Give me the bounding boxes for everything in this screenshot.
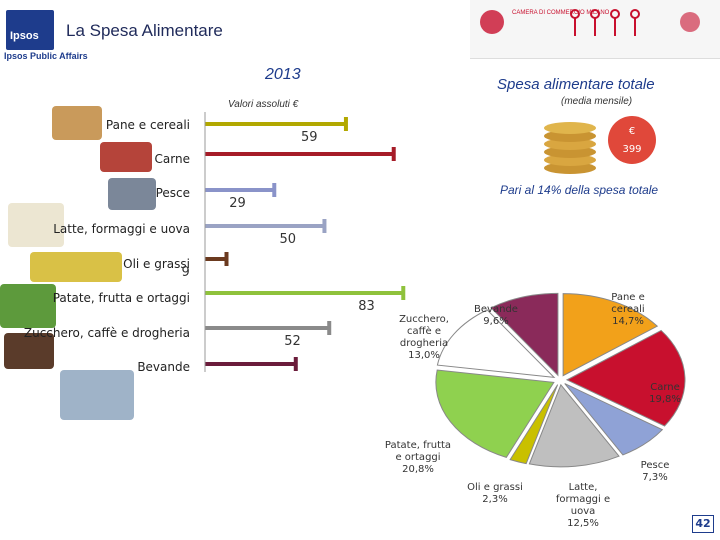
- fish-image: [108, 178, 156, 210]
- pie-label-oli: Oli e grassi 2,3%: [467, 482, 523, 505]
- ipsos-logo-subtitle: Ipsos Public Affairs: [4, 51, 88, 61]
- bread-image: [52, 106, 102, 140]
- pie-slice-3: [528, 383, 620, 468]
- category-label-pesce: Pesce: [155, 186, 190, 200]
- category-label-carne: Carne: [154, 152, 190, 166]
- category-label-bevande: Bevande: [137, 360, 190, 374]
- bar-end-cap-4: [224, 252, 229, 266]
- bar-value-label-3: 50: [279, 232, 296, 247]
- ipsos-logo: [6, 10, 54, 50]
- pie-slice-0: [562, 293, 659, 377]
- pie-label-pesce: Pesce 7,3%: [640, 460, 670, 483]
- coins-graphic: € 399: [544, 116, 656, 174]
- pie-slice-2: [564, 383, 664, 456]
- dairy-image: [8, 203, 64, 247]
- page-number: 42: [692, 515, 714, 533]
- banner-text: CAMERA DI COMMERCIO MILANO: [512, 10, 610, 16]
- pie-slice-7: [490, 292, 559, 377]
- pie-label-patate: Patate, frutta e ortaggi 20,8%: [384, 440, 452, 475]
- share-of-total-note: Pari al 14% della spesa totale: [500, 183, 659, 197]
- total-value: 399: [622, 144, 641, 155]
- coffee-image: [4, 333, 54, 369]
- pie-label-carne: Carne 19,8%: [649, 382, 681, 405]
- pie-chart-title: Spesa alimentare totale: [497, 76, 655, 93]
- pie-label-latte: Latte, formaggi e uova 12,5%: [555, 482, 611, 529]
- total-badge: [608, 116, 656, 164]
- bar-end-cap-1: [391, 147, 396, 161]
- pie-slice-4: [509, 384, 559, 465]
- category-label-pane: Pane e cereali: [105, 118, 190, 132]
- bar-end-cap-6: [327, 321, 332, 335]
- bar-value-label-4: 9: [182, 265, 190, 280]
- beverages-image: [60, 370, 134, 420]
- bar-end-cap-0: [343, 117, 348, 131]
- pie-chart-subtitle: (media mensile): [561, 96, 633, 107]
- vegetables-image: [0, 284, 56, 328]
- category-label-patate: Patate, frutta e ortaggi: [52, 291, 190, 305]
- bar-end-cap-5: [401, 286, 406, 300]
- chamber-of-commerce-banner: CAMERA DI COMMERCIO MILANO: [470, 0, 720, 59]
- pie-label-bevande: Bevande 9,6%: [474, 304, 518, 327]
- bar-end-cap-3: [322, 219, 327, 233]
- bar-end-cap-2: [272, 183, 277, 197]
- bar-value-label-5: 83: [358, 299, 375, 314]
- meat-image: [100, 142, 152, 172]
- pie-label-zucchero: Zucchero, caffè e drogheria 13,0%: [399, 314, 449, 361]
- pie-slice-5: [435, 369, 555, 458]
- oil-image: [30, 252, 122, 282]
- pie-label-pane: Pane e cereali 14,7%: [611, 292, 645, 327]
- pie-slice-6: [436, 309, 556, 379]
- pie-chart: [435, 292, 686, 468]
- category-label-oli: Oli e grassi: [123, 257, 190, 271]
- bar-chart-year: 2013: [265, 66, 301, 83]
- bar-end-cap-7: [293, 357, 298, 371]
- pie-slice-1: [565, 329, 686, 427]
- category-label-zucchero: Zucchero, caffè e drogheria: [23, 326, 190, 340]
- bar-value-label-6: 52: [284, 334, 301, 349]
- page-title: La Spesa Alimentare: [66, 21, 223, 40]
- ipsos-logo-text: Ipsos: [10, 30, 39, 42]
- bar-value-label-0: 59: [301, 130, 318, 145]
- category-label-latte: Latte, formaggi e uova: [53, 222, 190, 236]
- euro-symbol: €: [629, 126, 635, 137]
- bar-chart-subtitle: Valori assoluti €: [228, 99, 299, 110]
- coin-stack: [544, 122, 596, 174]
- banner-graphic: CAMERA DI COMMERCIO MILANO: [480, 9, 700, 36]
- bar-value-label-2: 29: [229, 196, 246, 211]
